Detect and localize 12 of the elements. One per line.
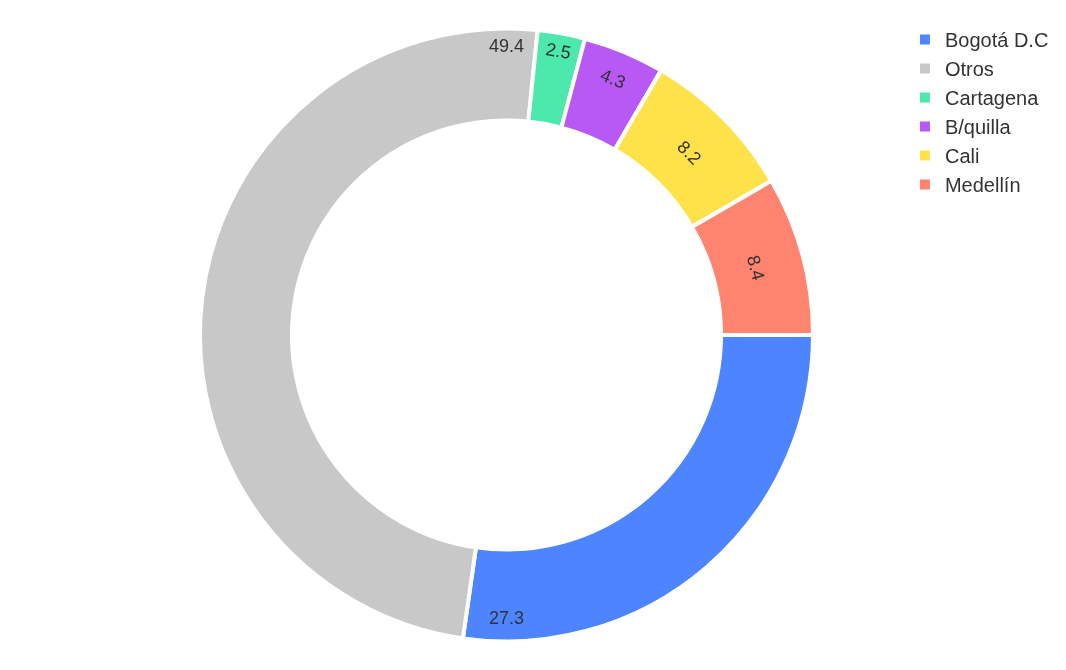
data-label: 27.3 bbox=[488, 607, 525, 628]
legend-label: Bogotá D.C bbox=[944, 29, 1049, 52]
legend-label: Cali bbox=[944, 145, 980, 168]
data-label: 49.4 bbox=[488, 35, 525, 56]
data-label: 8.4 bbox=[742, 253, 769, 283]
data-label: 4.3 bbox=[597, 64, 629, 93]
legend-label: Otros bbox=[944, 58, 994, 81]
data-label: 8.2 bbox=[673, 136, 706, 169]
legend-label: Medellín bbox=[944, 174, 1021, 197]
legend-label: Cartagena bbox=[944, 87, 1040, 110]
legend-label: B/quilla bbox=[944, 116, 1012, 139]
data-label: 2.5 bbox=[544, 38, 573, 64]
